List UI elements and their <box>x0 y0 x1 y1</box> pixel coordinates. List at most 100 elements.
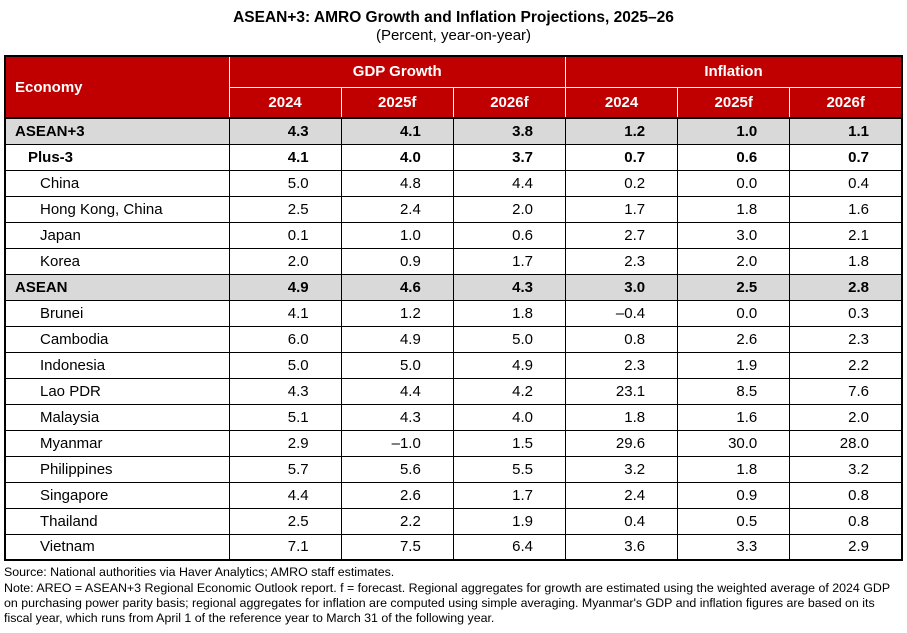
value-cell: 4.0 <box>340 143 454 171</box>
value-cell: 7.6 <box>789 377 903 405</box>
value-cell: 2.5 <box>228 195 342 223</box>
value-cell: –0.4 <box>564 299 679 327</box>
value-cell: 2.2 <box>340 507 454 535</box>
value-cell: 2.7 <box>564 221 679 249</box>
value-cell: 3.6 <box>564 533 679 561</box>
value-cell: 2.0 <box>789 403 903 431</box>
economy-cell: Brunei <box>4 299 230 327</box>
value-cell: 30.0 <box>677 429 791 457</box>
value-cell: 0.7 <box>564 143 679 171</box>
table-row-vietnam: Vietnam 7.1 7.5 6.4 3.6 3.3 2.9 <box>4 533 903 561</box>
value-cell: 0.0 <box>677 169 791 197</box>
value-cell: 7.5 <box>340 533 454 561</box>
value-cell: 1.8 <box>789 247 903 275</box>
value-cell: 0.4 <box>564 507 679 535</box>
value-cell: 4.1 <box>228 143 342 171</box>
value-cell: 6.0 <box>228 325 342 353</box>
table-row-malaysia: Malaysia 5.1 4.3 4.0 1.8 1.6 2.0 <box>4 403 903 431</box>
value-cell: 1.7 <box>564 195 679 223</box>
value-cell: 4.4 <box>340 377 454 405</box>
economy-column-header: Economy <box>4 55 230 119</box>
table-row-asean-3: ASEAN+3 4.3 4.1 3.8 1.2 1.0 1.1 <box>4 117 903 145</box>
value-cell: 2.0 <box>452 195 566 223</box>
table-row-plus-3: Plus-3 4.1 4.0 3.7 0.7 0.6 0.7 <box>4 143 903 171</box>
value-cell: 0.2 <box>564 169 679 197</box>
value-cell: 1.8 <box>677 455 791 483</box>
table-row-cambodia: Cambodia 6.0 4.9 5.0 0.8 2.6 2.3 <box>4 325 903 353</box>
table-row-singapore: Singapore 4.4 2.6 1.7 2.4 0.9 0.8 <box>4 481 903 509</box>
value-cell: 2.6 <box>677 325 791 353</box>
table-row-indonesia: Indonesia 5.0 5.0 4.9 2.3 1.9 2.2 <box>4 351 903 379</box>
value-cell: 2.4 <box>564 481 679 509</box>
value-cell: 0.1 <box>228 221 342 249</box>
value-cell: 0.4 <box>789 169 903 197</box>
value-cell: 1.0 <box>677 117 791 145</box>
value-cell: 2.9 <box>789 533 903 561</box>
value-cell: 8.5 <box>677 377 791 405</box>
value-cell: 1.8 <box>677 195 791 223</box>
value-cell: 5.1 <box>228 403 342 431</box>
year-header-gdp-2026f: 2026f <box>452 86 566 119</box>
economy-cell: Indonesia <box>4 351 230 379</box>
economy-cell: Japan <box>4 221 230 249</box>
value-cell: 2.3 <box>564 351 679 379</box>
value-cell: 2.8 <box>789 273 903 301</box>
economy-cell: Myanmar <box>4 429 230 457</box>
value-cell: 4.4 <box>228 481 342 509</box>
value-cell: 3.8 <box>452 117 566 145</box>
value-cell: 4.3 <box>228 117 342 145</box>
value-cell: 0.7 <box>789 143 903 171</box>
value-cell: 0.9 <box>677 481 791 509</box>
table-row-hong-kong-china: Hong Kong, China 2.5 2.4 2.0 1.7 1.8 1.6 <box>4 195 903 223</box>
value-cell: 29.6 <box>564 429 679 457</box>
value-cell: 4.8 <box>340 169 454 197</box>
value-cell: 0.8 <box>789 481 903 509</box>
economy-cell: Vietnam <box>4 533 230 561</box>
table-row-japan: Japan 0.1 1.0 0.6 2.7 3.0 2.1 <box>4 221 903 249</box>
economy-cell: ASEAN+3 <box>4 117 230 145</box>
value-cell: 5.0 <box>228 351 342 379</box>
value-cell: 4.9 <box>228 273 342 301</box>
value-cell: 0.9 <box>340 247 454 275</box>
value-cell: 4.3 <box>340 403 454 431</box>
value-cell: 1.6 <box>789 195 903 223</box>
value-cell: 2.6 <box>340 481 454 509</box>
economy-cell: Cambodia <box>4 325 230 353</box>
value-cell: 1.2 <box>564 117 679 145</box>
value-cell: 3.2 <box>564 455 679 483</box>
value-cell: 0.6 <box>452 221 566 249</box>
value-cell: 1.5 <box>452 429 566 457</box>
year-header-gdp-2024: 2024 <box>228 86 342 119</box>
value-cell: 1.8 <box>452 299 566 327</box>
year-header-inflation-2026f: 2026f <box>789 86 903 119</box>
economy-cell: China <box>4 169 230 197</box>
table-row-brunei: Brunei 4.1 1.2 1.8 –0.4 0.0 0.3 <box>4 299 903 327</box>
value-cell: 28.0 <box>789 429 903 457</box>
table-header: Economy GDP Growth Inflation 2024 2025f … <box>4 55 903 119</box>
economy-cell: Thailand <box>4 507 230 535</box>
gdp-growth-group-header: GDP Growth <box>228 55 566 88</box>
value-cell: 5.0 <box>228 169 342 197</box>
value-cell: 7.1 <box>228 533 342 561</box>
table-row-china: China 5.0 4.8 4.4 0.2 0.0 0.4 <box>4 169 903 197</box>
table-row-thailand: Thailand 2.5 2.2 1.9 0.4 0.5 0.8 <box>4 507 903 535</box>
table-title: ASEAN+3: AMRO Growth and Inflation Proje… <box>233 9 674 26</box>
economy-cell: Lao PDR <box>4 377 230 405</box>
inflation-group-header: Inflation <box>564 55 903 88</box>
value-cell: 0.8 <box>789 507 903 535</box>
value-cell: 3.7 <box>452 143 566 171</box>
value-cell: 3.2 <box>789 455 903 483</box>
year-header-row: 2024 2025f 2026f 2024 2025f 2026f <box>5 86 903 119</box>
economy-cell: Malaysia <box>4 403 230 431</box>
value-cell: 1.0 <box>340 221 454 249</box>
value-cell: 2.4 <box>340 195 454 223</box>
value-cell: 1.7 <box>452 481 566 509</box>
value-cell: 3.0 <box>564 273 679 301</box>
table-subtitle: (Percent, year-on-year) <box>375 27 532 45</box>
value-cell: 1.1 <box>789 117 903 145</box>
year-header-inflation-2024: 2024 <box>564 86 679 119</box>
value-cell: 2.1 <box>789 221 903 249</box>
value-cell: 4.2 <box>452 377 566 405</box>
value-cell: 4.1 <box>228 299 342 327</box>
